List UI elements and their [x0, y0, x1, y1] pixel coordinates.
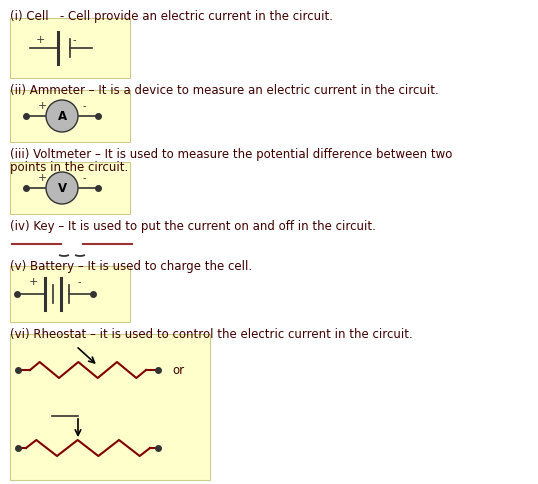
Circle shape	[46, 100, 78, 132]
Text: +: +	[29, 277, 38, 287]
Text: (ii) Ammeter – It is a device to measure an electric current in the circuit.: (ii) Ammeter – It is a device to measure…	[10, 84, 439, 97]
Text: +: +	[36, 35, 45, 45]
Text: -: -	[82, 101, 86, 111]
Text: V: V	[58, 182, 67, 195]
FancyBboxPatch shape	[10, 334, 210, 480]
Text: +: +	[37, 101, 47, 111]
Text: (iii) Voltmeter – It is used to measure the potential difference between two: (iii) Voltmeter – It is used to measure …	[10, 148, 452, 161]
Text: (vi) Rheostat – it is used to control the electric current in the circuit.: (vi) Rheostat – it is used to control th…	[10, 328, 413, 341]
FancyBboxPatch shape	[10, 18, 130, 78]
Text: -: -	[82, 173, 86, 183]
Text: -: -	[72, 35, 76, 45]
FancyBboxPatch shape	[10, 162, 130, 214]
FancyBboxPatch shape	[10, 90, 130, 142]
Text: or: or	[172, 363, 184, 377]
Text: (i) Cell   - Cell provide an electric current in the circuit.: (i) Cell - Cell provide an electric curr…	[10, 10, 333, 23]
Circle shape	[46, 172, 78, 204]
Text: +: +	[37, 173, 47, 183]
Text: points in the circuit.: points in the circuit.	[10, 161, 128, 174]
Text: -: -	[77, 277, 81, 287]
Text: (v) Battery – It is used to charge the cell.: (v) Battery – It is used to charge the c…	[10, 260, 252, 273]
FancyBboxPatch shape	[10, 266, 130, 322]
Text: A: A	[58, 109, 67, 122]
Text: (iv) Key – It is used to put the current on and off in the circuit.: (iv) Key – It is used to put the current…	[10, 220, 376, 233]
